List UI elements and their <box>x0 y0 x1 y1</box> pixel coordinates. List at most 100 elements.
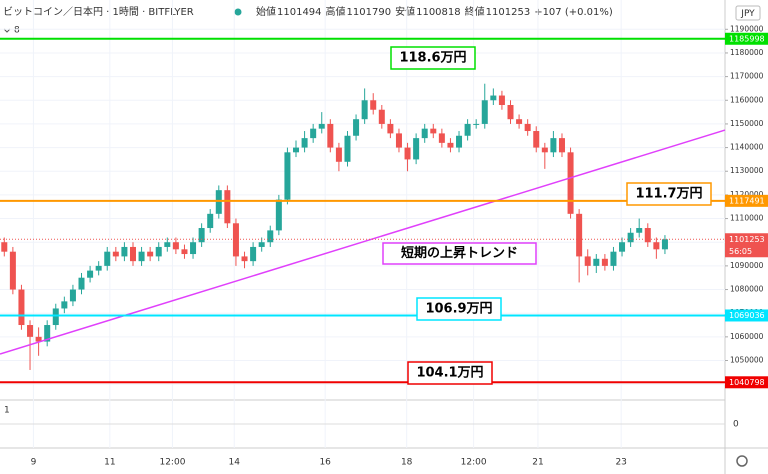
candle-body <box>653 242 660 250</box>
annotation-box <box>407 361 493 385</box>
candle-body <box>35 336 42 342</box>
x-tick-label: 9 <box>31 458 37 468</box>
y-tick-label: 1050000 <box>730 356 764 365</box>
candle-body <box>438 133 445 143</box>
candle-body <box>507 105 514 120</box>
macd-pane-label: 1 <box>4 406 10 416</box>
y-tick-label: 1140000 <box>730 143 764 152</box>
y-tick-label: 1180000 <box>730 48 764 57</box>
annotation: 短期の上昇トレンド <box>401 245 518 261</box>
candle-body <box>576 213 583 257</box>
candle-body <box>147 251 154 257</box>
candle-body <box>378 109 385 124</box>
candle-body <box>1 242 8 252</box>
candle-body <box>353 119 360 136</box>
candle-body <box>310 128 317 139</box>
candle-body <box>190 242 197 255</box>
candle-body <box>61 301 68 309</box>
candle-body <box>112 251 119 257</box>
annotation: 111.7万円 <box>635 187 702 202</box>
currency-box[interactable] <box>735 5 761 21</box>
candle-body <box>490 95 497 101</box>
y-tick-label: 1120000 <box>730 190 764 199</box>
status-dot <box>234 8 242 16</box>
level-tag-value: 1117491 <box>729 196 765 205</box>
x-tick-label: 23 <box>615 458 626 468</box>
level-tag-value: 1069036 <box>729 311 765 320</box>
candle-body <box>267 230 274 243</box>
candle-body <box>69 289 76 302</box>
candle-body <box>636 228 643 233</box>
candle-body <box>413 138 420 160</box>
candle-body <box>95 265 102 271</box>
candle-body <box>644 228 651 243</box>
candle-body <box>473 123 480 125</box>
candle-body <box>464 123 471 136</box>
candle-body <box>164 242 171 247</box>
candle-body <box>387 123 394 134</box>
y-tick-label: 1160000 <box>730 95 764 104</box>
y-tick-label: 1080000 <box>730 285 764 294</box>
annotation: 118.6万円 <box>399 51 466 66</box>
settings-icon[interactable] <box>736 455 748 467</box>
ohlc-value: 1101253 <box>486 7 531 18</box>
candle-body <box>344 135 351 162</box>
candle-body <box>258 242 265 247</box>
candle-body <box>481 100 488 124</box>
x-tick-label: 14 <box>229 458 241 468</box>
y-tick-label: 1150000 <box>730 119 764 128</box>
level-tag <box>725 309 768 322</box>
candle-body <box>601 258 608 266</box>
candle-body <box>18 289 25 326</box>
candle-body <box>52 308 59 326</box>
symbol: ビットコイン／日本円 · 1時間 · BITFLYER <box>3 5 194 18</box>
candle-body <box>301 138 308 148</box>
x-tick-label: 18 <box>401 458 413 468</box>
annotation-box <box>390 46 476 70</box>
candle-body <box>121 246 128 257</box>
candle-body <box>232 223 239 257</box>
candle-body <box>610 251 617 266</box>
macd-tick-label: 0 <box>733 420 739 430</box>
candle-body <box>584 256 591 266</box>
currency: JPY <box>740 9 755 19</box>
candle-body <box>9 251 16 290</box>
ohlc-value: 1101790 <box>347 7 392 18</box>
candle-body <box>172 242 179 250</box>
candle-body <box>541 147 548 153</box>
level-tag <box>725 32 768 45</box>
candle-body <box>155 246 162 257</box>
candle-body <box>567 152 574 214</box>
candle-body <box>533 131 540 148</box>
candle-body <box>284 152 291 200</box>
candle-body <box>224 190 231 224</box>
y-tick-label: 1060000 <box>730 332 764 341</box>
candle-body <box>87 270 94 278</box>
trend-line <box>0 129 726 355</box>
candle-body <box>293 147 300 153</box>
annotation: 106.9万円 <box>425 302 492 317</box>
last-price-value: 1101253 <box>729 235 765 244</box>
candle-body <box>421 128 428 139</box>
candle-body <box>456 135 463 148</box>
candle-body <box>619 242 626 252</box>
x-tick-label: 11 <box>104 458 115 468</box>
candle-body <box>250 246 257 262</box>
candle-body <box>78 277 85 290</box>
x-tick-label: 21 <box>532 458 543 468</box>
candle-body <box>327 123 334 148</box>
y-tick-label: 1110000 <box>730 214 764 223</box>
level-tag <box>725 194 768 207</box>
x-tick-label: 12:00 <box>159 458 185 468</box>
level-tag <box>725 376 768 389</box>
interval-count: 8 <box>14 26 20 36</box>
candle-body <box>361 100 368 120</box>
ohlc-change: +107 (+0.01%) <box>534 7 613 18</box>
candle-body <box>404 147 411 160</box>
collapse-icon[interactable] <box>3 28 11 33</box>
candle-body <box>138 251 145 262</box>
candle-body <box>430 128 437 134</box>
candle-body <box>335 147 342 162</box>
